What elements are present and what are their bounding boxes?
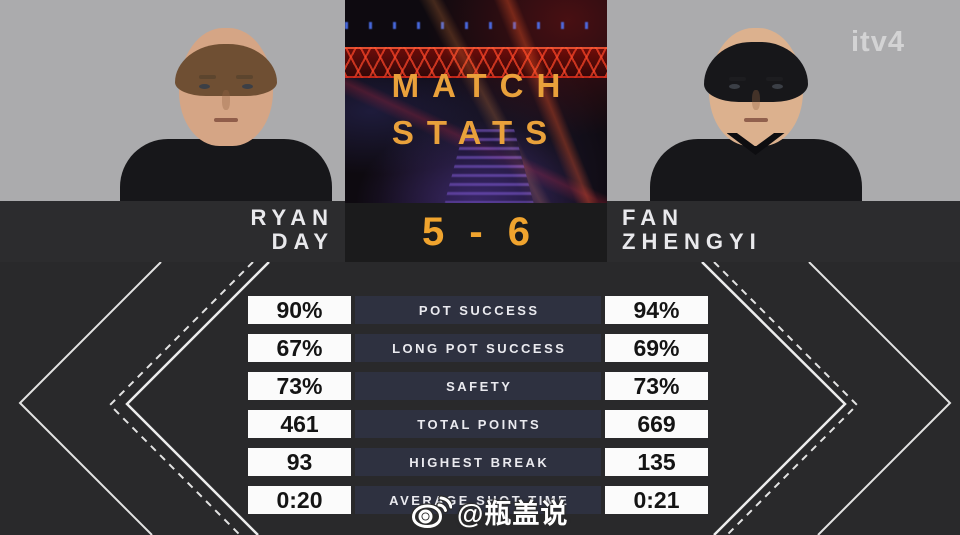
- stat-value-right: 669: [605, 410, 708, 438]
- table-row: 73% SAFETY 73%: [248, 372, 708, 400]
- arena-truss: [345, 47, 607, 78]
- stat-value-left: 90%: [248, 296, 351, 324]
- stat-value-right: 94%: [605, 296, 708, 324]
- stat-value-left: 461: [248, 410, 351, 438]
- itv4-logo: itv4: [851, 26, 905, 58]
- table-row: 461 TOTAL POINTS 669: [248, 410, 708, 438]
- stat-value-left: 0:20: [248, 486, 351, 514]
- table-row: 67% LONG POT SUCCESS 69%: [248, 334, 708, 362]
- stat-value-right: 73%: [605, 372, 708, 400]
- match-score: 5 - 6: [421, 210, 538, 254]
- watermark-text: @瓶盖说: [457, 499, 569, 529]
- stat-label: SAFETY: [355, 372, 601, 400]
- player-photo-fan-zhengyi: [648, 0, 863, 201]
- stat-value-left: 93: [248, 448, 351, 476]
- stat-label: POT SUCCESS: [355, 296, 601, 324]
- table-row: 0:20 AVERAGE SHOT TIME 0:21: [248, 486, 708, 514]
- stat-value-left: 67%: [248, 334, 351, 362]
- stat-label: LONG POT SUCCESS: [355, 334, 601, 362]
- watermark: @瓶盖说: [410, 492, 568, 531]
- match-score-box: 5 - 6: [345, 203, 607, 262]
- stat-value-right: 0:21: [605, 486, 708, 514]
- chevron-decoration: [18, 262, 952, 535]
- arena-lights: [345, 22, 607, 29]
- table-row: 93 HIGHEST BREAK 135: [248, 448, 708, 476]
- page-title: MATCH STATS: [391, 67, 574, 151]
- player-face: [174, 28, 277, 146]
- stat-value-right: 69%: [605, 334, 708, 362]
- stat-label: TOTAL POINTS: [355, 410, 601, 438]
- arena-photo-panel: MATCH STATS: [345, 0, 607, 203]
- player-name-left: RYAN DAY: [250, 205, 334, 254]
- weibo-eye-icon: [410, 494, 452, 529]
- player-face: [703, 28, 808, 146]
- player-shirt: [119, 139, 332, 201]
- player-name-right: FAN ZHENGYI: [622, 205, 762, 254]
- stat-value-right: 135: [605, 448, 708, 476]
- player-photo-ryan-day: [118, 0, 333, 201]
- stat-label: HIGHEST BREAK: [355, 448, 601, 476]
- stat-value-left: 73%: [248, 372, 351, 400]
- stats-table: 90% POT SUCCESS 94% 67% LONG POT SUCCESS…: [248, 296, 708, 524]
- table-row: 90% POT SUCCESS 94%: [248, 296, 708, 324]
